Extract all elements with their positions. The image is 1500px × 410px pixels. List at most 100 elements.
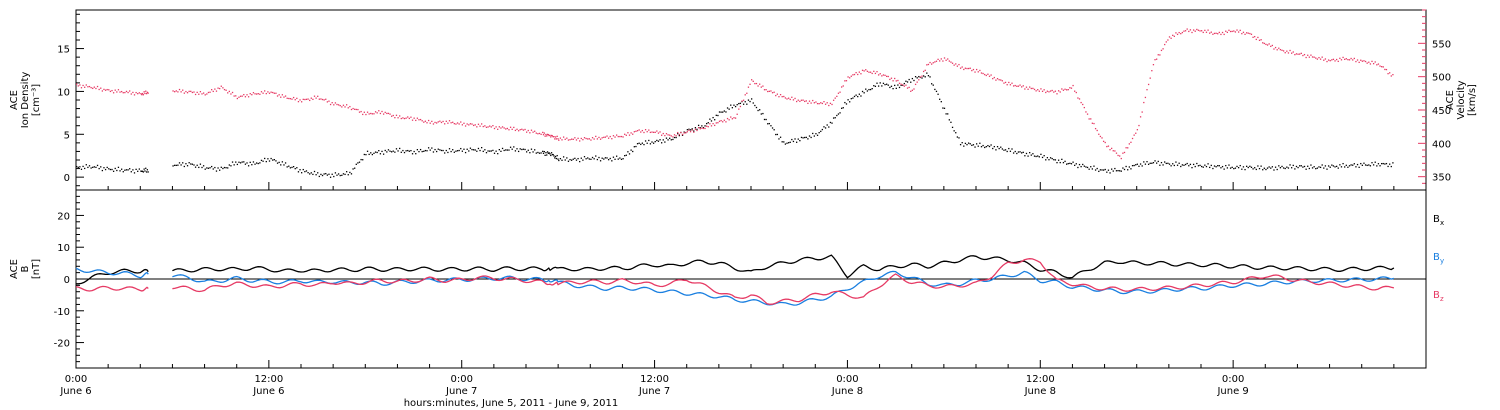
density-point	[503, 149, 505, 152]
velocity-point	[194, 93, 197, 96]
velocity-point	[1352, 59, 1354, 61]
density-point	[1197, 165, 1200, 167]
density-point	[106, 166, 108, 169]
density-point	[831, 122, 833, 124]
velocity-point	[437, 121, 439, 123]
velocity-point	[1143, 101, 1145, 104]
b-tick-label: 20	[57, 211, 70, 222]
density-point	[1125, 165, 1127, 168]
velocity-point	[84, 86, 86, 88]
velocity-point	[257, 93, 259, 95]
density-point	[858, 93, 860, 95]
velocity-point	[453, 123, 455, 125]
velocity-point	[556, 135, 558, 137]
velocity-point	[723, 119, 725, 121]
density-point	[1053, 159, 1055, 161]
velocity-point	[1012, 85, 1015, 87]
velocity-point	[717, 122, 719, 124]
density-point	[138, 168, 140, 170]
velocity-point	[988, 75, 991, 77]
density-point	[1287, 167, 1290, 169]
density-point	[879, 82, 881, 84]
velocity-point	[484, 125, 486, 127]
density-point	[894, 84, 896, 87]
velocity-point	[821, 102, 824, 105]
velocity-point	[1059, 91, 1061, 93]
density-point	[1027, 155, 1029, 157]
velocity-point	[640, 131, 642, 133]
velocity-point	[127, 91, 129, 94]
velocity-point	[1192, 29, 1195, 31]
velocity-point	[77, 85, 79, 87]
velocity-point	[1255, 38, 1257, 41]
velocity-point	[305, 98, 308, 100]
velocity-point	[506, 127, 509, 130]
velocity-point	[228, 90, 230, 93]
velocity-point	[669, 134, 671, 136]
velocity-point	[399, 115, 401, 117]
velocity-point	[816, 102, 819, 105]
velocity-point	[839, 91, 841, 93]
velocity-point	[172, 90, 174, 92]
velocity-point	[866, 70, 869, 72]
density-point	[1281, 165, 1283, 168]
velocity-point	[1033, 88, 1036, 91]
velocity-point	[689, 131, 692, 133]
velocity-point	[1181, 31, 1184, 34]
density-point	[678, 134, 680, 137]
density-point	[336, 174, 338, 176]
density-point	[852, 97, 854, 99]
density-point	[455, 150, 457, 152]
velocity-point	[1381, 66, 1383, 68]
density-point	[773, 129, 775, 131]
velocity-point	[931, 63, 933, 65]
velocity-point	[337, 104, 340, 106]
velocity-point	[922, 70, 925, 73]
density-point	[826, 124, 828, 126]
density-point	[977, 145, 979, 147]
velocity-point	[853, 73, 856, 76]
density-point	[1323, 167, 1325, 169]
velocity-point	[1262, 42, 1264, 44]
density-point	[1051, 157, 1053, 160]
density-point	[1212, 167, 1214, 170]
density-point	[1192, 163, 1195, 166]
density-point	[1120, 170, 1122, 172]
velocity-point	[1355, 60, 1357, 63]
velocity-point	[646, 131, 648, 133]
velocity-point	[1109, 149, 1111, 151]
density-point	[220, 166, 222, 168]
velocity-point	[950, 61, 952, 63]
velocity-point	[286, 97, 288, 99]
density-point	[239, 162, 242, 164]
density-point	[1260, 165, 1262, 167]
velocity-point	[632, 133, 634, 135]
legend-bz: B	[1433, 290, 1440, 301]
density-point	[1019, 151, 1021, 153]
velocity-point	[243, 93, 245, 96]
velocity-point	[879, 73, 881, 75]
velocity-point	[186, 92, 189, 94]
density-point	[180, 164, 182, 166]
velocity-point	[1107, 145, 1110, 147]
density-point	[931, 83, 933, 85]
density-point	[1303, 165, 1306, 168]
velocity-point	[1154, 59, 1156, 61]
velocity-point	[786, 98, 788, 100]
density-point	[265, 160, 267, 163]
velocity-point	[1360, 59, 1362, 61]
x-tick-time-label: 0:00	[1222, 374, 1244, 385]
velocity-point	[233, 95, 235, 97]
density-point	[421, 150, 423, 153]
velocity-point	[826, 102, 828, 104]
x-tick-day-label: June 8	[1024, 386, 1056, 397]
velocity-point	[466, 123, 468, 125]
density-point	[890, 85, 893, 87]
density-point	[368, 153, 370, 156]
density-point	[1221, 165, 1224, 168]
velocity-point	[1112, 150, 1114, 152]
velocity-point	[225, 89, 227, 91]
velocity-point	[1094, 127, 1097, 130]
velocity-point	[805, 100, 807, 102]
density-point	[675, 136, 677, 139]
